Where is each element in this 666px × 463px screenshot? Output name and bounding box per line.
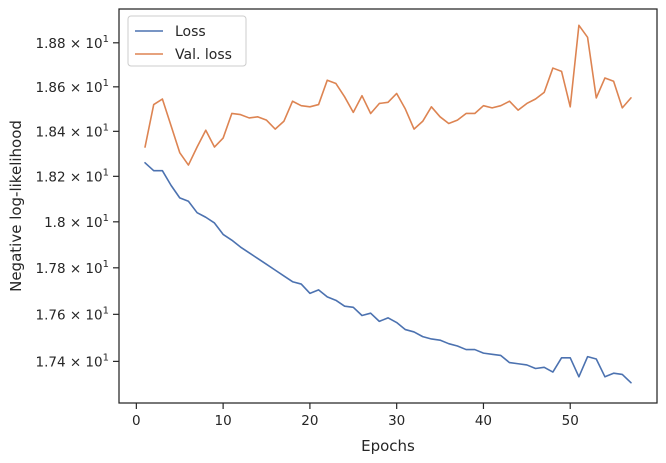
axes-frame xyxy=(118,8,658,404)
legend-entry-loss: Loss xyxy=(175,24,206,40)
y-axis-label: Negative log-likelihood xyxy=(7,120,25,292)
y-tick-label: 1.8 × 101 xyxy=(44,213,109,231)
y-axis-ticks: 1.74 × 101 1.76 × 101 1.78 × 101 1.8 × 101 1… xyxy=(35,34,119,370)
plot-area xyxy=(144,24,632,384)
y-tick-label: 1.74 × 101 xyxy=(35,352,109,370)
x-tick-label: 10 xyxy=(215,413,232,429)
y-tick-label: 1.78 × 101 xyxy=(35,259,109,277)
series-line-loss xyxy=(144,161,632,384)
x-axis-ticks: 0 10 20 30 40 50 xyxy=(132,403,579,429)
y-tick-label: 1.88 × 101 xyxy=(35,34,109,52)
x-tick-label: 50 xyxy=(562,413,579,429)
x-tick-label: 0 xyxy=(132,413,141,429)
x-tick-label: 30 xyxy=(388,413,405,429)
x-tick-label: 40 xyxy=(475,413,492,429)
legend: Loss Val. loss xyxy=(127,15,247,67)
series-line-val-loss xyxy=(144,24,632,166)
y-tick-label: 1.82 × 101 xyxy=(35,167,109,185)
x-tick-label: 20 xyxy=(301,413,318,429)
x-axis-label: Epochs xyxy=(361,437,415,455)
y-tick-label: 1.76 × 101 xyxy=(35,305,109,323)
legend-entry-val-loss: Val. loss xyxy=(175,47,232,63)
y-tick-label: 1.86 × 101 xyxy=(35,78,109,96)
y-tick-label: 1.84 × 101 xyxy=(35,122,109,140)
